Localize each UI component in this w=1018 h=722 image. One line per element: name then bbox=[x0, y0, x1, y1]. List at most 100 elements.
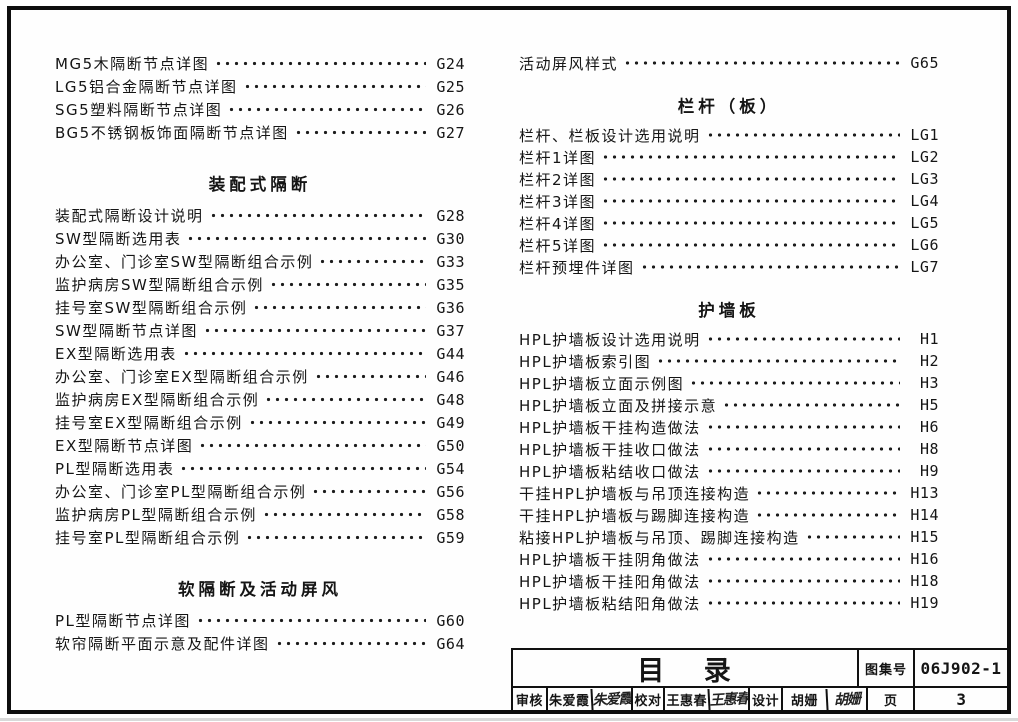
toc-entry: 挂号室EX型隔断组合示例 G49 bbox=[55, 411, 465, 434]
drawing-sheet-frame: MG5木隔断节点详图 G24 LG5铝合金隔断节点详图 G25 SG5塑料隔断节点详图 G… bbox=[7, 6, 1011, 714]
toc-entry-title: EX型隔断选用表 bbox=[55, 345, 177, 363]
toc-entry-code: H2 bbox=[919, 352, 939, 370]
dot-leader bbox=[318, 250, 426, 273]
toc-entry: 挂号室PL型隔断组合示例 G59 bbox=[55, 526, 465, 549]
toc-entry-code: H19 bbox=[910, 594, 939, 612]
toc-entry-code: G59 bbox=[436, 528, 465, 547]
toc-entry-code: LG5 bbox=[910, 214, 939, 232]
title-block-top-row: 目 录 图集号 06J902-1 bbox=[513, 650, 1007, 686]
reviewer-name: 朱爱霞 bbox=[545, 688, 591, 710]
dot-leader bbox=[705, 592, 900, 614]
toc-entry-title: HPL护墙板干挂阳角做法 bbox=[519, 572, 701, 591]
toc-entry-title: 办公室、门诊室PL型隔断组合示例 bbox=[55, 483, 307, 501]
checker-role-label: 校对 bbox=[630, 688, 664, 710]
toc-entry: HPL护墙板粘结收口做法 H9 bbox=[519, 460, 939, 482]
toc-entry-title: MG5木隔断节点详图 bbox=[55, 55, 210, 73]
toc-entry-title: 栏杆2详图 bbox=[519, 170, 597, 189]
toc-entry: 栏杆2详图 LG3 bbox=[519, 168, 939, 190]
toc-entry-code: H5 bbox=[919, 396, 939, 414]
toc-entry-code: LG2 bbox=[910, 148, 939, 166]
toc-entry-title: 监护病房SW型隔断组合示例 bbox=[55, 276, 264, 294]
toc-entry-title: 监护病房EX型隔断组合示例 bbox=[55, 391, 260, 409]
dot-leader bbox=[268, 273, 426, 296]
toc-entry-title: SW型隔断节点详图 bbox=[55, 322, 198, 340]
dot-leader bbox=[245, 526, 426, 549]
toc-entry-title: 干挂HPL护墙板与踢脚连接构造 bbox=[519, 506, 751, 525]
toc-entry-code: G50 bbox=[436, 436, 465, 455]
section-heading: 装配式隔断 bbox=[208, 175, 312, 194]
toc-entry-title: 挂号室EX型隔断组合示例 bbox=[55, 414, 243, 432]
toc-entry: EX型隔断选用表 G44 bbox=[55, 342, 465, 365]
toc-entry-title: 栏杆5详图 bbox=[519, 236, 597, 255]
toc-entry: SW型隔断选用表 G30 bbox=[55, 227, 465, 250]
dot-leader bbox=[705, 328, 900, 350]
toc-entry-code: G25 bbox=[436, 77, 465, 96]
toc-entry-title: HPL护墙板粘结收口做法 bbox=[519, 462, 701, 481]
checker-signature: 王惠春 bbox=[707, 686, 749, 712]
dot-leader bbox=[601, 168, 900, 190]
dot-leader bbox=[252, 296, 426, 319]
toc-entry-title: 监护病房PL型隔断组合示例 bbox=[55, 506, 257, 524]
toc-entry: 活动屏风样式 G65 bbox=[519, 52, 939, 74]
title-block-bottom-row: 审核 朱爱霞 朱爱霞 校对 王惠春 王惠春 设计 胡姗 胡姗 页 3 bbox=[513, 686, 1007, 712]
dot-leader bbox=[705, 416, 900, 438]
page-number-value: 3 bbox=[913, 688, 1007, 710]
toc-entry: 栏杆3详图 LG4 bbox=[519, 190, 939, 212]
toc-entry: MG5木隔断节点详图 G24 bbox=[55, 52, 465, 75]
page-number-label: 页 bbox=[865, 688, 914, 710]
toc-entry: HPL护墙板干挂收口做法 H8 bbox=[519, 438, 939, 460]
toc-entry-code: H16 bbox=[910, 550, 939, 568]
dot-leader bbox=[601, 212, 900, 234]
toc-entry: 监护病房SW型隔断组合示例 G35 bbox=[55, 273, 465, 296]
dot-leader bbox=[804, 526, 900, 548]
toc-entry-code: H13 bbox=[910, 484, 939, 502]
toc-entry: HPL护墙板立面及拼接示意 H5 bbox=[519, 394, 939, 416]
toc-entry-code: G58 bbox=[436, 505, 465, 524]
section-heading: 栏杆（板） bbox=[677, 97, 781, 116]
toc-entry: 办公室、门诊室PL型隔断组合示例 G56 bbox=[55, 480, 465, 503]
reviewer-signature: 朱爱霞 bbox=[590, 686, 632, 712]
dot-leader bbox=[705, 460, 900, 482]
dot-leader bbox=[705, 548, 900, 570]
toc-entry: PL型隔断选用表 G54 bbox=[55, 457, 465, 480]
toc-entry-code: G30 bbox=[436, 229, 465, 248]
toc-entry: PL型隔断节点详图 G60 bbox=[55, 609, 465, 632]
dot-leader bbox=[639, 256, 900, 278]
toc-entry: HPL护墙板立面示例图 H3 bbox=[519, 372, 939, 394]
toc-entry-code: G49 bbox=[436, 413, 465, 432]
atlas-number-label: 图集号 bbox=[857, 650, 913, 686]
toc-entry-title: 干挂HPL护墙板与吊顶连接构造 bbox=[519, 484, 751, 503]
toc-entry-code: LG3 bbox=[910, 170, 939, 188]
toc-entry-title: 栏杆1详图 bbox=[519, 148, 597, 167]
toc-entry: 装配式隔断设计说明 G28 bbox=[55, 204, 465, 227]
toc-entry-code: G27 bbox=[436, 123, 465, 142]
toc-entry-code: LG4 bbox=[910, 192, 939, 210]
dot-leader bbox=[293, 121, 426, 144]
toc-column-left: MG5木隔断节点详图 G24 LG5铝合金隔断节点详图 G25 SG5塑料隔断节点详图 G… bbox=[55, 52, 465, 655]
toc-entry-code: H1 bbox=[919, 330, 939, 348]
toc-entry-code: G46 bbox=[436, 367, 465, 386]
toc-entry-title: SG5塑料隔断节点详图 bbox=[55, 101, 223, 119]
dot-leader bbox=[195, 609, 426, 632]
dot-leader bbox=[274, 632, 426, 655]
toc-entry-code: G64 bbox=[436, 634, 465, 653]
toc-entry-title: LG5铝合金隔断节点详图 bbox=[55, 78, 238, 96]
toc-entry-title: 挂号室SW型隔断组合示例 bbox=[55, 299, 248, 317]
dot-leader bbox=[623, 52, 900, 74]
toc-entry: 粘接HPL护墙板与吊顶、踢脚连接构造 H15 bbox=[519, 526, 939, 548]
toc-entry-title: 活动屏风样式 bbox=[519, 54, 619, 73]
toc-entry-title: 办公室、门诊室SW型隔断组合示例 bbox=[55, 253, 314, 271]
toc-entry-title: HPL护墙板干挂构造做法 bbox=[519, 418, 701, 437]
dot-leader bbox=[242, 75, 426, 98]
toc-entry: 干挂HPL护墙板与踢脚连接构造 H14 bbox=[519, 504, 939, 526]
dot-leader bbox=[705, 124, 900, 146]
toc-entry: SW型隔断节点详图 G37 bbox=[55, 319, 465, 342]
toc-entry: HPL护墙板粘结阳角做法 H19 bbox=[519, 592, 939, 614]
toc-entry-title: 挂号室PL型隔断组合示例 bbox=[55, 529, 241, 547]
dot-leader bbox=[179, 457, 426, 480]
toc-entry-title: 栏杆、栏板设计选用说明 bbox=[519, 126, 701, 145]
dot-leader bbox=[601, 234, 900, 256]
dot-leader bbox=[227, 98, 426, 121]
toc-entry: HPL护墙板干挂阳角做法 H18 bbox=[519, 570, 939, 592]
toc-entry: BG5不锈钢板饰面隔断节点详图 G27 bbox=[55, 121, 465, 144]
